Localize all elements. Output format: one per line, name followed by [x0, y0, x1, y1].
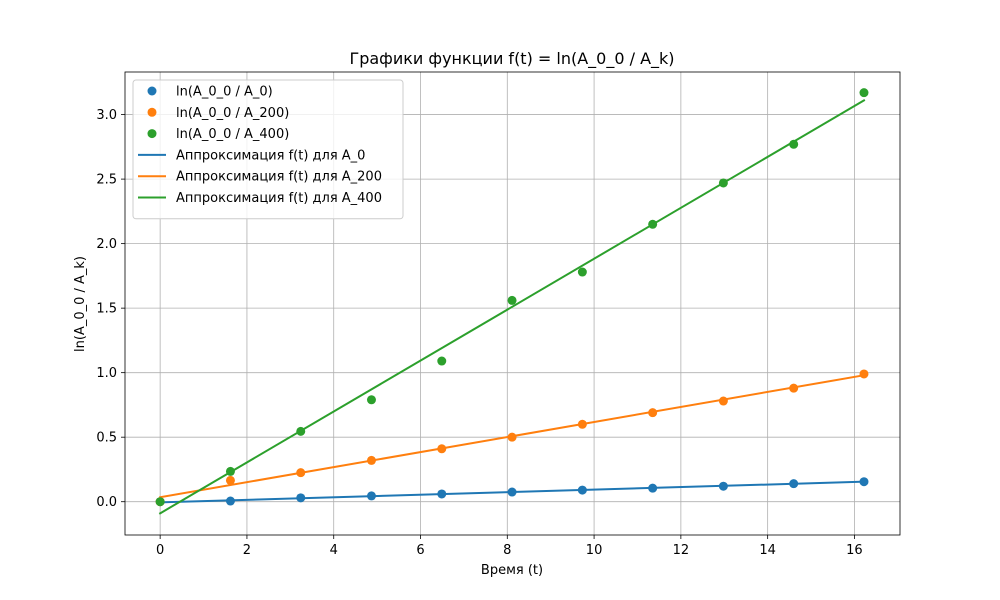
data-point-series-2 — [225, 466, 235, 476]
x-tick-label: 6 — [416, 543, 424, 558]
data-point-series-2 — [366, 395, 376, 405]
data-point-series-1 — [718, 396, 728, 406]
x-tick-label: 8 — [503, 543, 511, 558]
y-tick-label: 1.0 — [96, 366, 117, 381]
data-point-series-2 — [155, 497, 165, 507]
data-point-series-0 — [859, 477, 869, 487]
legend-box — [132, 79, 404, 220]
data-point-series-0 — [366, 491, 376, 501]
data-point-series-2 — [507, 295, 517, 305]
fit-line-5 — [158, 99, 866, 515]
x-tick-label: 14 — [759, 543, 776, 558]
chart-title: Графики функции f(t) = ln(A_0_0 / A_k) — [349, 49, 674, 69]
data-point-series-2 — [296, 426, 306, 436]
y-tick-label: 2.0 — [96, 237, 117, 252]
legend-label: Аппроксимация f(t) для A_0 — [176, 148, 365, 163]
legend-marker — [147, 129, 157, 139]
data-point-series-0 — [507, 487, 517, 497]
x-axis-label: Время (t) — [481, 563, 543, 578]
data-point-series-2 — [437, 356, 447, 366]
data-point-series-0 — [296, 493, 306, 503]
legend-label: Аппроксимация f(t) для A_200 — [176, 170, 382, 185]
y-tick-label: 3.0 — [96, 108, 117, 123]
legend-label: ln(A_0_0 / A_200) — [176, 106, 289, 121]
data-point-series-0 — [437, 489, 447, 499]
data-point-series-1 — [437, 444, 447, 454]
x-tick-label: 10 — [586, 543, 603, 558]
data-point-series-2 — [577, 267, 587, 277]
data-point-series-0 — [225, 496, 235, 506]
legend-label: ln(A_0_0 / A_400) — [176, 127, 289, 142]
x-tick-label: 4 — [330, 543, 338, 558]
legend-marker — [147, 86, 157, 96]
legend-label: ln(A_0_0 / A_0) — [176, 85, 273, 100]
y-tick-label: 2.5 — [96, 173, 117, 188]
data-point-series-0 — [577, 485, 587, 495]
y-tick-label: 1.5 — [96, 302, 117, 317]
x-tick-label: 16 — [846, 543, 863, 558]
data-point-series-2 — [718, 178, 728, 188]
data-point-series-1 — [366, 455, 376, 465]
x-tick-label: 2 — [243, 543, 251, 558]
data-point-series-0 — [718, 481, 728, 491]
data-point-series-1 — [296, 468, 306, 478]
y-tick-label: 0.5 — [96, 431, 117, 446]
data-point-series-1 — [507, 432, 517, 442]
plot-area-frame — [124, 71, 901, 536]
data-point-series-1 — [577, 419, 587, 429]
data-point-series-2 — [648, 219, 658, 229]
legend-label: Аппроксимация f(t) для A_400 — [176, 191, 382, 206]
data-point-series-1 — [859, 369, 869, 379]
x-axis-ticks: 0 2 4 6 8 10 12 14 16 — [156, 535, 863, 558]
data-point-series-1 — [789, 383, 799, 393]
data-point-series-0 — [648, 483, 658, 493]
legend-marker — [147, 107, 157, 117]
data-points — [155, 88, 869, 507]
data-point-series-1 — [648, 408, 658, 418]
x-tick-label: 12 — [673, 543, 690, 558]
data-point-series-2 — [789, 139, 799, 149]
y-axis-ticks: 0.0 0.5 1.0 1.5 2.0 2.5 3.0 — [96, 108, 125, 510]
legend: ln(A_0_0 / A_0) ln(A_0_0 / A_200) ln(A_0_0… — [132, 79, 404, 220]
data-point-series-0 — [789, 479, 799, 489]
x-tick-label: 0 — [156, 543, 164, 558]
y-tick-label: 0.0 — [96, 495, 117, 510]
y-axis-label: ln(A_0_0 / A_k) — [73, 256, 88, 352]
data-point-series-2 — [859, 88, 869, 98]
data-point-series-1 — [225, 475, 235, 485]
